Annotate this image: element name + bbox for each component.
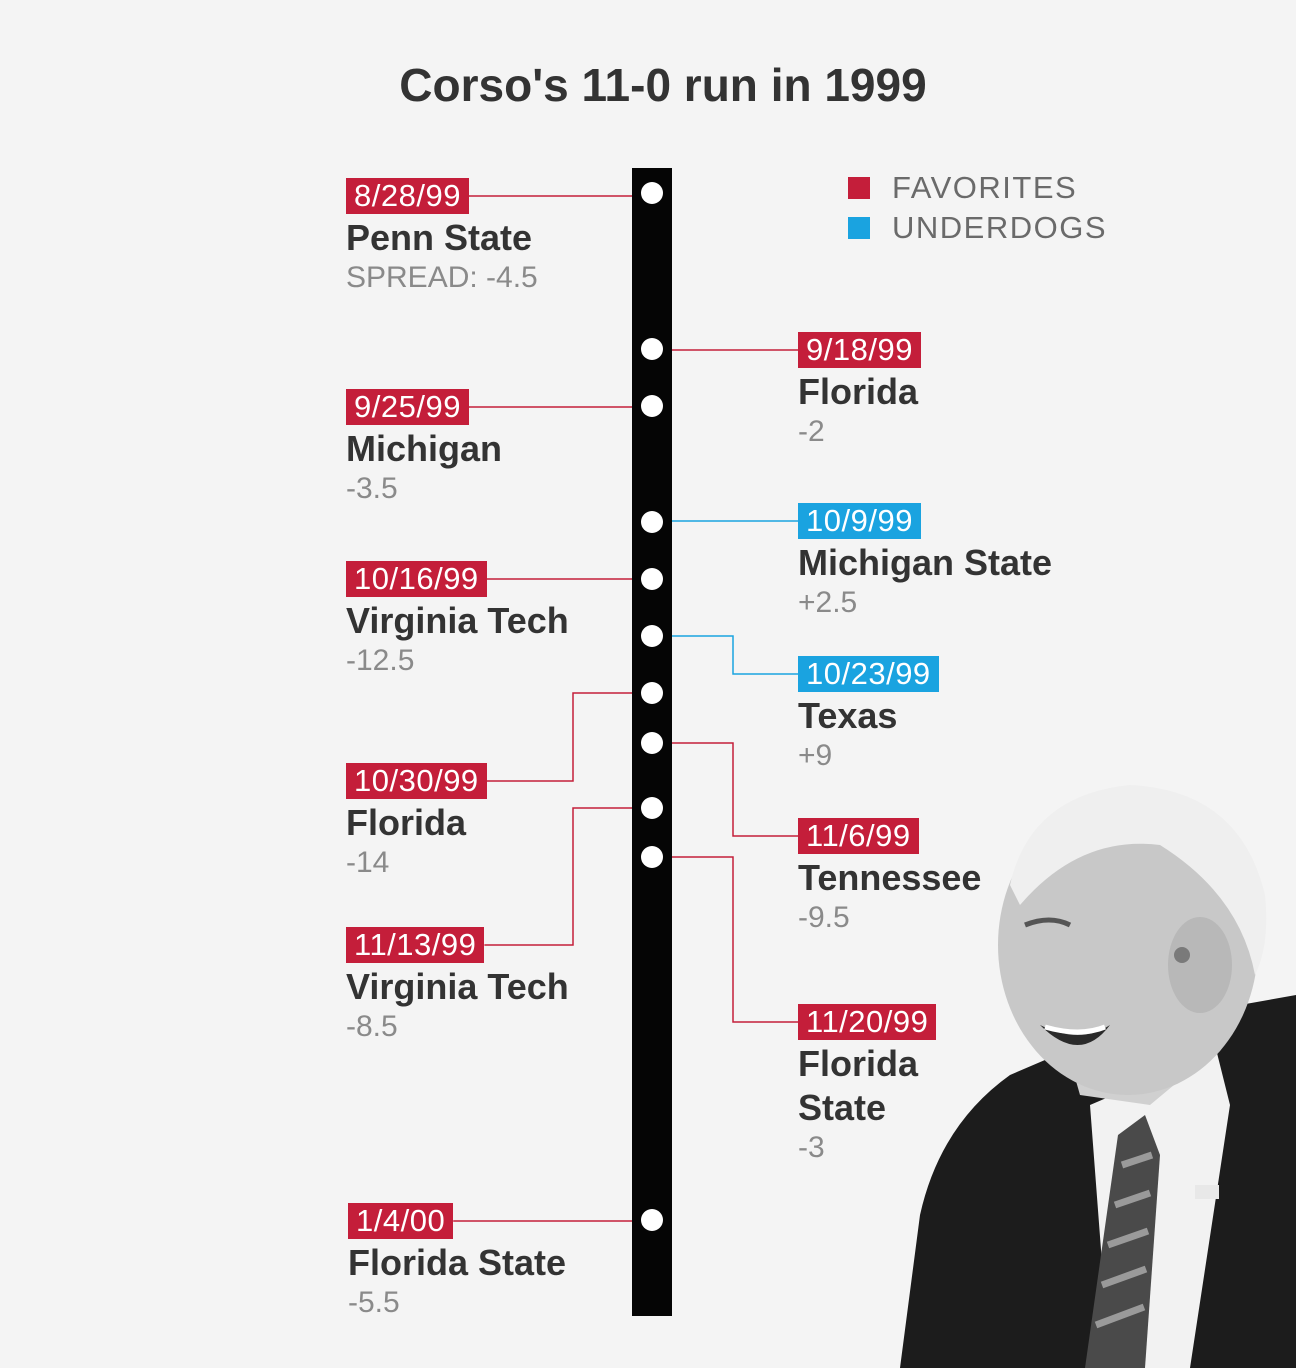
- favorites-swatch: [848, 177, 870, 199]
- legend-item-underdogs: UNDERDOGS: [848, 208, 1107, 248]
- game-spread: -5.5: [348, 1286, 400, 1319]
- timeline-dot: [641, 568, 663, 590]
- game-entry: 11/6/99 Tennessee -9.5: [798, 818, 981, 936]
- game-spread: +2.5: [798, 586, 858, 619]
- game-entry: 10/16/99 Virginia Tech -12.5: [346, 561, 569, 679]
- connector-line: [652, 856, 798, 1023]
- game-date-badge: 11/13/99: [346, 927, 485, 963]
- game-date-badge: 10/9/99: [798, 503, 921, 539]
- timeline-dot: [641, 338, 663, 360]
- timeline-dot: [641, 395, 663, 417]
- timeline-dot: [641, 1209, 663, 1231]
- game-entry: 11/13/99 Virginia Tech -8.5: [346, 927, 569, 1045]
- game-spread: -12.5: [346, 644, 415, 677]
- game-entry: 11/20/99 Florida State -3: [798, 1004, 948, 1166]
- timeline-dot: [641, 797, 663, 819]
- game-opponent: Texas: [798, 695, 898, 736]
- game-date-badge: 11/6/99: [798, 818, 919, 854]
- game-opponent: Florida State: [348, 1242, 567, 1283]
- game-opponent: Virginia Tech: [346, 600, 569, 641]
- game-date-badge: 10/23/99: [798, 656, 939, 692]
- game-spread: -3.5: [346, 472, 398, 505]
- game-spread: -2: [798, 415, 825, 448]
- timeline-dot: [641, 732, 663, 754]
- game-opponent: Tennessee: [798, 857, 982, 898]
- timeline-dot: [641, 511, 663, 533]
- game-spread: -9.5: [798, 901, 850, 934]
- game-entry: 10/23/99 Texas +9: [798, 656, 939, 774]
- game-date-badge: 10/30/99: [346, 763, 487, 799]
- game-entry: 10/30/99 Florida -14: [346, 763, 487, 881]
- game-date-badge: 10/16/99: [346, 561, 487, 597]
- timeline-dot: [641, 182, 663, 204]
- legend-label-underdogs: UNDERDOGS: [892, 210, 1108, 245]
- game-opponent: Penn State: [346, 217, 533, 258]
- legend-label-favorites: FAVORITES: [892, 170, 1078, 205]
- connector-line: [652, 635, 798, 675]
- game-date-badge: 8/28/99: [346, 178, 469, 214]
- game-opponent: Florida: [346, 802, 467, 843]
- timeline-dot: [641, 625, 663, 647]
- game-entry: 10/9/99 Michigan State +2.5: [798, 503, 1052, 621]
- underdogs-swatch: [848, 217, 870, 239]
- legend-item-favorites: FAVORITES: [848, 168, 1107, 208]
- game-spread: +9: [798, 739, 833, 772]
- game-spread: SPREAD: -4.5: [346, 261, 538, 294]
- game-entry: 9/25/99 Michigan -3.5: [346, 389, 502, 507]
- game-date-badge: 9/25/99: [346, 389, 469, 425]
- game-opponent: Florida State: [798, 1043, 919, 1128]
- game-opponent: Virginia Tech: [346, 966, 569, 1007]
- game-date-badge: 11/20/99: [798, 1004, 937, 1040]
- timeline-dot: [641, 846, 663, 868]
- timeline-dot: [641, 682, 663, 704]
- legend: FAVORITES UNDERDOGS: [848, 168, 1107, 248]
- lee-corso-photo: [900, 785, 1296, 1368]
- game-opponent: Florida: [798, 371, 919, 412]
- game-opponent: Michigan State: [798, 542, 1053, 583]
- connector-line: [484, 807, 652, 946]
- connector-line: [652, 742, 798, 837]
- game-date-badge: 9/18/99: [798, 332, 921, 368]
- game-spread: -3: [798, 1131, 825, 1164]
- game-opponent: Michigan: [346, 428, 503, 469]
- chart-title: Corso's 11-0 run in 1999: [399, 59, 927, 111]
- connector-line: [486, 692, 652, 782]
- game-date-badge: 1/4/00: [348, 1203, 454, 1239]
- game-spread: -8.5: [346, 1010, 398, 1043]
- game-spread: -14: [346, 846, 390, 879]
- game-entry: 8/28/99 Penn State SPREAD: -4.5: [346, 178, 538, 296]
- game-entry: 9/18/99 Florida -2: [798, 332, 921, 450]
- game-entry: 1/4/00 Florida State -5.5: [348, 1203, 566, 1321]
